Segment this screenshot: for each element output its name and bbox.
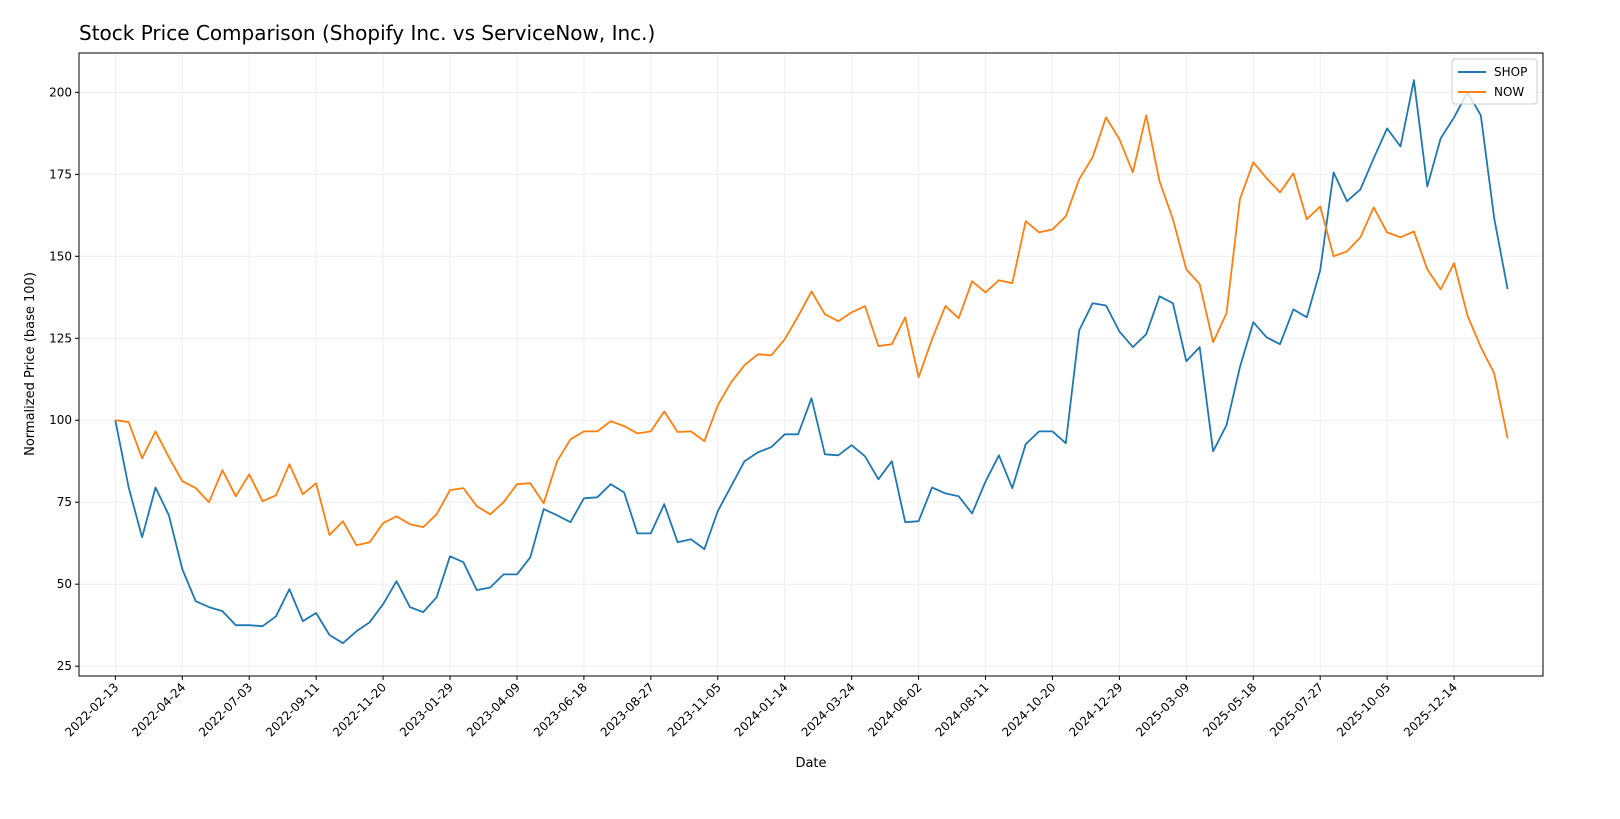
x-tick-label: 2023-06-18 — [531, 680, 590, 739]
data-points-now — [115, 115, 1508, 546]
x-tick-label: 2024-08-11 — [932, 680, 991, 739]
x-tick-label: 2022-07-03 — [196, 680, 255, 739]
x-tick-label: 2025-12-14 — [1401, 680, 1460, 739]
y-tick-label: 150 — [49, 249, 72, 263]
grid — [79, 53, 1543, 676]
data-points-shop — [115, 80, 1508, 644]
chart-title: Stock Price Comparison (Shopify Inc. vs … — [79, 21, 655, 45]
plot-frame — [78, 52, 1544, 677]
series-line-now — [115, 114, 1509, 547]
x-tick-label: 2024-03-24 — [799, 680, 858, 739]
x-tick-label: 2025-07-27 — [1267, 680, 1326, 739]
y-tick-label: 200 — [49, 85, 72, 99]
x-tick-label: 2024-12-29 — [1066, 680, 1125, 739]
x-tick-label: 2022-11-20 — [330, 680, 389, 739]
x-tick-label: 2025-10-05 — [1334, 680, 1393, 739]
x-tick-label: 2024-06-02 — [865, 680, 924, 739]
y-tick-label: 75 — [57, 495, 72, 509]
y-tick-label: 100 — [49, 413, 72, 427]
legend-label-shop: SHOP — [1494, 65, 1527, 79]
legend: SHOP NOW — [1451, 58, 1538, 105]
x-axis: 2022-02-13 2022-04-24 2022-07-03 2022-09-11… — [62, 676, 1460, 739]
x-tick-label: 2023-11-05 — [665, 680, 724, 739]
x-tick-label: 2022-02-13 — [62, 680, 121, 739]
y-tick-label: 175 — [49, 167, 72, 181]
series-lines — [114, 79, 1509, 645]
legend-label-now: NOW — [1494, 85, 1524, 99]
x-tick-label: 2024-10-20 — [999, 680, 1058, 739]
x-tick-label: 2022-09-11 — [263, 680, 322, 739]
x-tick-label: 2023-08-27 — [598, 680, 657, 739]
x-tick-label: 2024-01-14 — [732, 680, 791, 739]
x-tick-label: 2023-04-09 — [464, 680, 523, 739]
x-axis-label: Date — [795, 756, 826, 771]
x-tick-label: 2025-03-09 — [1133, 680, 1192, 739]
y-tick-label: 125 — [49, 331, 72, 345]
y-tick-label: 50 — [57, 577, 72, 591]
y-axis-label: Normalized Price (base 100) — [23, 272, 38, 456]
y-tick-label: 25 — [57, 659, 72, 673]
x-tick-label: 2025-05-18 — [1200, 680, 1259, 739]
x-tick-label: 2023-01-29 — [397, 680, 456, 739]
x-tick-label: 2022-04-24 — [129, 680, 188, 739]
series-line-shop — [114, 79, 1509, 645]
y-axis: 25 50 75 100 125 150 175 200 — [49, 85, 79, 673]
